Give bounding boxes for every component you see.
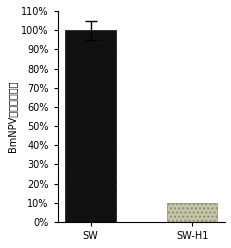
Y-axis label: BmNPV病毒相对含量: BmNPV病毒相对含量 [7,81,17,152]
Bar [166,203,216,222]
Bar [65,30,116,222]
